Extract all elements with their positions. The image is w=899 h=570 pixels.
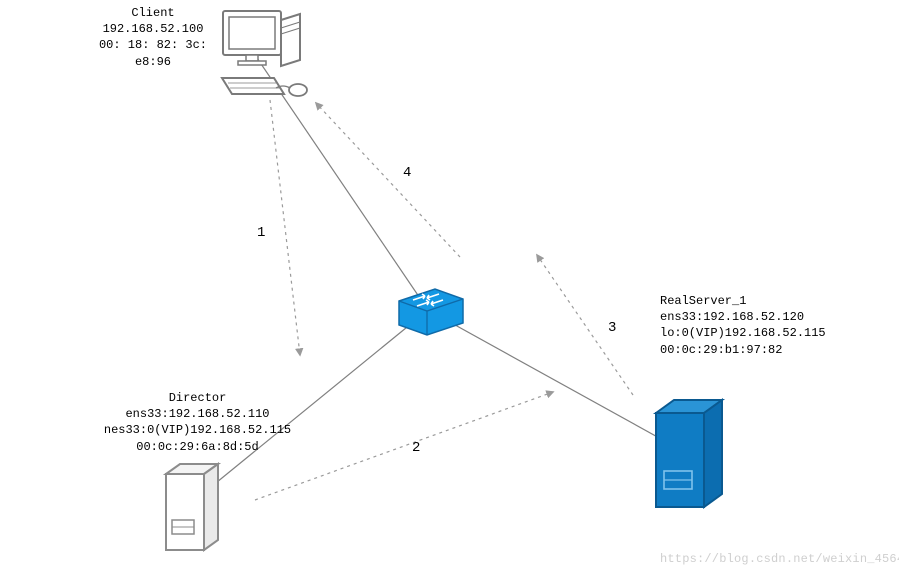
edge-label-3: 3	[608, 320, 616, 336]
edge-label-1: 1	[257, 225, 265, 241]
edge-label-4: 4	[403, 165, 411, 181]
diagram-canvas: Client 192.168.52.100 00: 18: 82: 3c: e8…	[0, 0, 899, 570]
client-pc-icon	[218, 8, 313, 111]
realserver-server-icon	[648, 395, 734, 518]
watermark-text: https://blog.csdn.net/weixin_45647891	[660, 552, 899, 566]
switch-icon	[395, 285, 467, 345]
realserver-label: RealServer_1 ens33:192.168.52.120 lo:0(V…	[660, 293, 850, 358]
director-label: Director ens33:192.168.52.110 nes33:0(VI…	[100, 390, 295, 455]
director-server-icon	[160, 460, 230, 560]
client-label: Client 192.168.52.100 00: 18: 82: 3c: e8…	[98, 5, 208, 70]
edge-label-2: 2	[412, 440, 420, 456]
